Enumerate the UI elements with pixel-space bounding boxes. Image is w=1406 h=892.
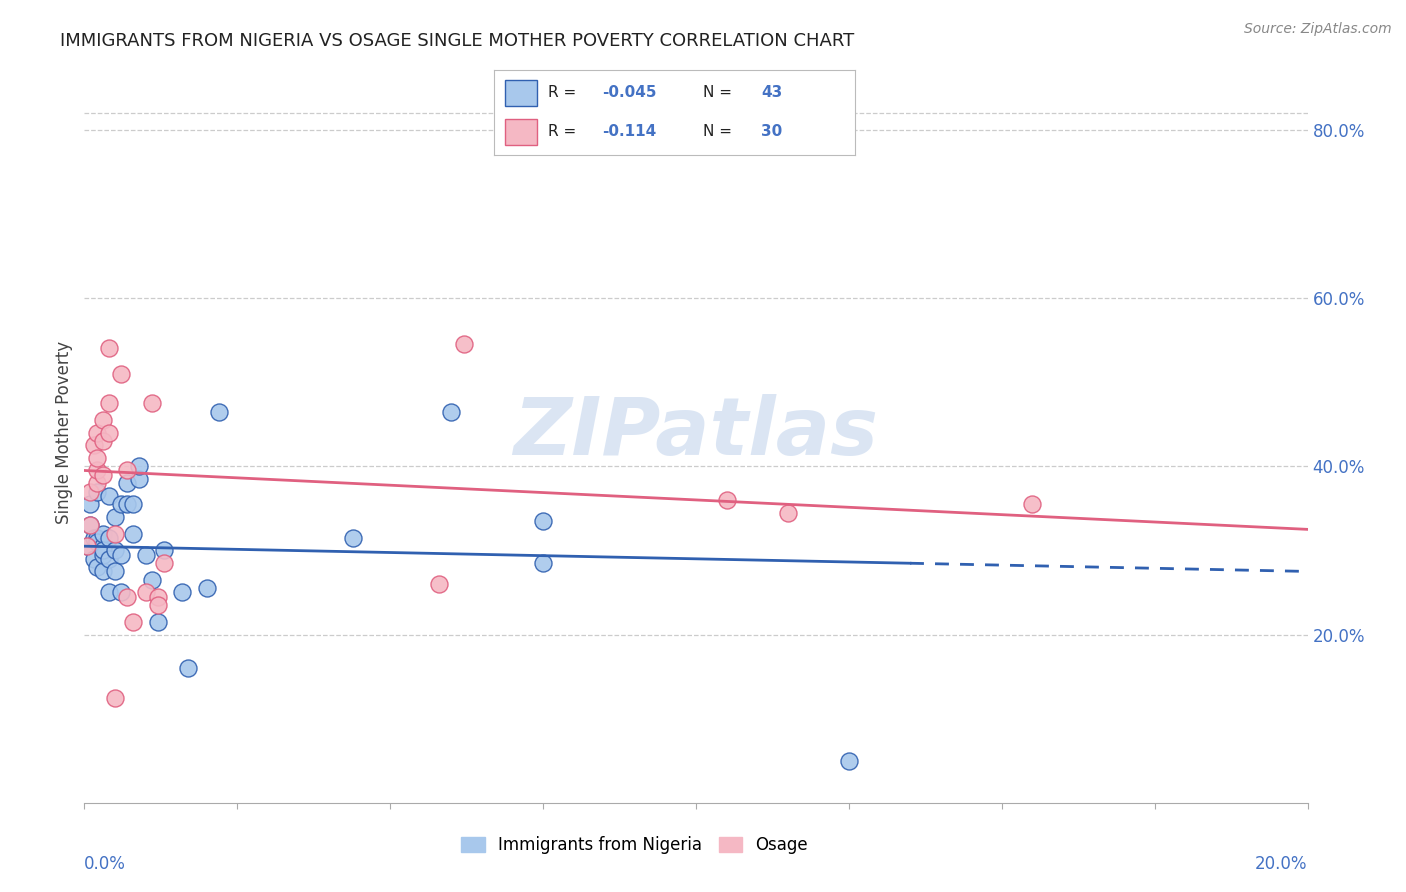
Point (76, 539, 98, 553)
Point (146, 615, 169, 629)
Point (110, 497, 132, 511)
Point (146, 598, 169, 612)
Point (1021, 497, 1043, 511)
Point (104, 690, 127, 705)
Point (76, 539, 98, 553)
Point (427, 577, 450, 591)
Point (531, 556, 554, 570)
Point (153, 543, 176, 558)
Point (104, 509, 127, 524)
Point (115, 497, 138, 511)
Point (83, 551, 105, 566)
Point (110, 585, 132, 599)
Point (122, 615, 145, 629)
Point (91, 434, 114, 448)
Point (177, 661, 200, 675)
Point (128, 472, 150, 486)
Text: Source: ZipAtlas.com: Source: ZipAtlas.com (1244, 22, 1392, 37)
Point (91, 539, 114, 553)
Point (97, 342, 120, 356)
Point (115, 590, 138, 604)
Point (128, 459, 150, 474)
Point (104, 543, 127, 558)
Text: ZIPatlas: ZIPatlas (513, 393, 879, 472)
Point (208, 404, 231, 418)
Point (91, 543, 114, 558)
Point (342, 531, 364, 545)
Point (86, 463, 108, 477)
Y-axis label: Single Mother Poverty: Single Mother Poverty (55, 341, 73, 524)
Point (86, 450, 108, 465)
Point (104, 565, 127, 579)
Point (110, 548, 132, 562)
Point (172, 585, 194, 599)
Point (83, 531, 105, 545)
Point (79, 497, 101, 511)
Point (86, 476, 108, 491)
Text: 20.0%: 20.0% (1256, 855, 1308, 872)
Point (716, 492, 738, 507)
Point (531, 514, 554, 528)
Point (91, 413, 114, 427)
Point (838, 754, 860, 768)
Point (104, 526, 127, 541)
Point (97, 396, 120, 410)
Point (776, 506, 799, 520)
Point (141, 573, 163, 587)
Point (83, 438, 105, 452)
Point (453, 337, 475, 351)
Point (91, 565, 114, 579)
Point (79, 518, 101, 533)
Point (153, 556, 176, 570)
Text: 0.0%: 0.0% (84, 855, 127, 872)
Point (91, 526, 114, 541)
Point (135, 548, 157, 562)
Point (195, 581, 218, 595)
Point (440, 404, 463, 418)
Point (86, 425, 108, 440)
Point (122, 497, 145, 511)
Point (135, 585, 157, 599)
Point (122, 526, 145, 541)
Point (86, 484, 108, 499)
Point (97, 551, 120, 566)
Point (86, 560, 108, 574)
Legend: Immigrants from Nigeria, Osage: Immigrants from Nigeria, Osage (454, 830, 815, 861)
Point (91, 548, 114, 562)
Point (146, 590, 169, 604)
Point (97, 585, 120, 599)
Point (141, 396, 163, 410)
Point (97, 489, 120, 503)
Point (86, 531, 108, 545)
Point (115, 463, 138, 477)
Point (97, 425, 120, 440)
Point (79, 518, 101, 533)
Point (91, 467, 114, 482)
Point (79, 484, 101, 499)
Point (86, 535, 108, 549)
Text: IMMIGRANTS FROM NIGERIA VS OSAGE SINGLE MOTHER POVERTY CORRELATION CHART: IMMIGRANTS FROM NIGERIA VS OSAGE SINGLE … (60, 32, 855, 50)
Point (115, 476, 138, 491)
Point (110, 367, 132, 381)
Point (97, 531, 120, 545)
